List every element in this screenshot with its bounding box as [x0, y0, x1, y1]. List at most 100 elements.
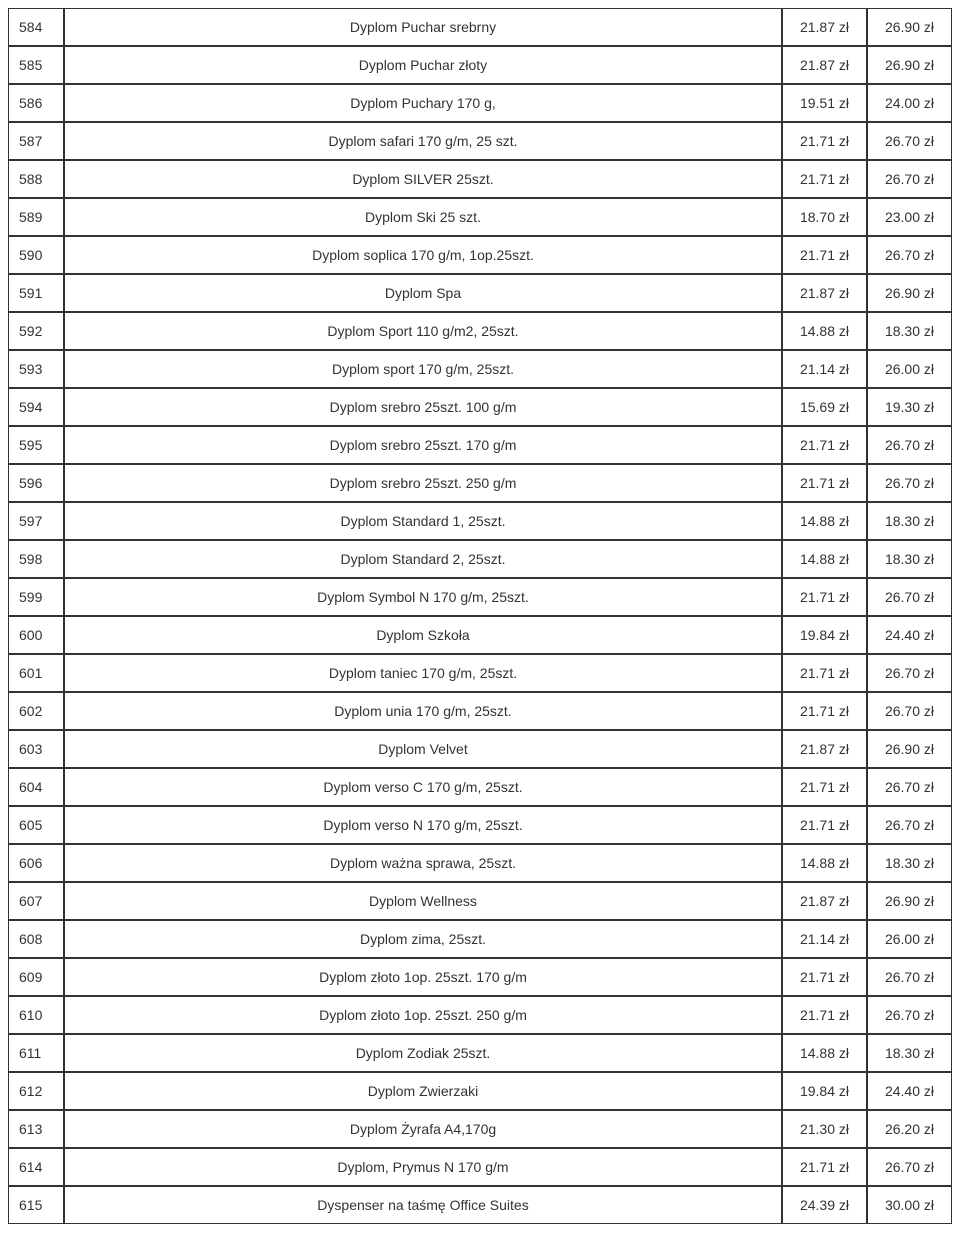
cell-price1: 21.87 zł — [782, 730, 867, 768]
cell-price2: 26.70 zł — [867, 996, 952, 1034]
table-row: 597Dyplom Standard 1, 25szt.14.88 zł18.3… — [8, 502, 952, 540]
cell-price2: 26.70 zł — [867, 160, 952, 198]
cell-id: 584 — [8, 8, 64, 46]
cell-id: 608 — [8, 920, 64, 958]
cell-name: Dyplom SILVER 25szt. — [64, 160, 782, 198]
cell-price2: 26.70 zł — [867, 122, 952, 160]
cell-price2: 24.40 zł — [867, 616, 952, 654]
table-row: 592Dyplom Sport 110 g/m2, 25szt.14.88 zł… — [8, 312, 952, 350]
cell-price2: 26.90 zł — [867, 8, 952, 46]
cell-price1: 19.84 zł — [782, 1072, 867, 1110]
cell-id: 604 — [8, 768, 64, 806]
cell-id: 591 — [8, 274, 64, 312]
cell-id: 595 — [8, 426, 64, 464]
table-row: 609Dyplom złoto 1op. 25szt. 170 g/m21.71… — [8, 958, 952, 996]
cell-name: Dyplom soplica 170 g/m, 1op.25szt. — [64, 236, 782, 274]
cell-id: 587 — [8, 122, 64, 160]
cell-price2: 26.70 zł — [867, 768, 952, 806]
cell-price2: 26.00 zł — [867, 920, 952, 958]
cell-price2: 19.30 zł — [867, 388, 952, 426]
cell-price1: 14.88 zł — [782, 1034, 867, 1072]
cell-price1: 21.71 zł — [782, 1148, 867, 1186]
cell-id: 586 — [8, 84, 64, 122]
cell-price2: 26.70 zł — [867, 236, 952, 274]
cell-price2: 26.90 zł — [867, 882, 952, 920]
cell-price1: 15.69 zł — [782, 388, 867, 426]
table-row: 611Dyplom Zodiak 25szt.14.88 zł18.30 zł — [8, 1034, 952, 1072]
cell-name: Dyspenser na taśmę Office Suites — [64, 1186, 782, 1224]
table-row: 588Dyplom SILVER 25szt.21.71 zł26.70 zł — [8, 160, 952, 198]
cell-id: 611 — [8, 1034, 64, 1072]
cell-name: Dyplom ważna sprawa, 25szt. — [64, 844, 782, 882]
table-row: 594Dyplom srebro 25szt. 100 g/m15.69 zł1… — [8, 388, 952, 426]
table-row: 585Dyplom Puchar złoty21.87 zł26.90 zł — [8, 46, 952, 84]
cell-price1: 19.84 zł — [782, 616, 867, 654]
table-row: 608Dyplom zima, 25szt.21.14 zł26.00 zł — [8, 920, 952, 958]
price-table: 584Dyplom Puchar srebrny21.87 zł26.90 zł… — [8, 8, 952, 1224]
cell-price1: 21.71 zł — [782, 806, 867, 844]
cell-price2: 26.70 zł — [867, 692, 952, 730]
cell-name: Dyplom złoto 1op. 25szt. 170 g/m — [64, 958, 782, 996]
table-row: 607Dyplom Wellness21.87 zł26.90 zł — [8, 882, 952, 920]
cell-price1: 14.88 zł — [782, 502, 867, 540]
table-row: 605Dyplom verso N 170 g/m, 25szt.21.71 z… — [8, 806, 952, 844]
cell-id: 613 — [8, 1110, 64, 1148]
table-row: 600Dyplom Szkoła19.84 zł24.40 zł — [8, 616, 952, 654]
table-row: 602Dyplom unia 170 g/m, 25szt.21.71 zł26… — [8, 692, 952, 730]
table-row: 587Dyplom safari 170 g/m, 25 szt.21.71 z… — [8, 122, 952, 160]
table-row: 615Dyspenser na taśmę Office Suites24.39… — [8, 1186, 952, 1224]
cell-id: 593 — [8, 350, 64, 388]
cell-price2: 18.30 zł — [867, 1034, 952, 1072]
cell-price1: 24.39 zł — [782, 1186, 867, 1224]
cell-name: Dyplom Standard 1, 25szt. — [64, 502, 782, 540]
table-row: 590Dyplom soplica 170 g/m, 1op.25szt.21.… — [8, 236, 952, 274]
cell-price1: 21.30 zł — [782, 1110, 867, 1148]
cell-name: Dyplom złoto 1op. 25szt. 250 g/m — [64, 996, 782, 1034]
cell-id: 612 — [8, 1072, 64, 1110]
cell-name: Dyplom Velvet — [64, 730, 782, 768]
cell-price2: 26.90 zł — [867, 730, 952, 768]
cell-price2: 26.70 zł — [867, 958, 952, 996]
cell-price1: 21.71 zł — [782, 122, 867, 160]
cell-name: Dyplom Sport 110 g/m2, 25szt. — [64, 312, 782, 350]
cell-name: Dyplom srebro 25szt. 100 g/m — [64, 388, 782, 426]
cell-name: Dyplom unia 170 g/m, 25szt. — [64, 692, 782, 730]
cell-id: 599 — [8, 578, 64, 616]
cell-price1: 18.70 zł — [782, 198, 867, 236]
table-row: 586Dyplom Puchary 170 g,19.51 zł24.00 zł — [8, 84, 952, 122]
cell-id: 592 — [8, 312, 64, 350]
cell-price1: 14.88 zł — [782, 844, 867, 882]
cell-name: Dyplom Puchar złoty — [64, 46, 782, 84]
table-row: 603Dyplom Velvet21.87 zł26.90 zł — [8, 730, 952, 768]
cell-name: Dyplom Standard 2, 25szt. — [64, 540, 782, 578]
cell-price1: 21.71 zł — [782, 464, 867, 502]
table-row: 613Dyplom Żyrafa A4,170g21.30 zł26.20 zł — [8, 1110, 952, 1148]
cell-id: 610 — [8, 996, 64, 1034]
cell-name: Dyplom safari 170 g/m, 25 szt. — [64, 122, 782, 160]
cell-id: 594 — [8, 388, 64, 426]
cell-name: Dyplom, Prymus N 170 g/m — [64, 1148, 782, 1186]
cell-id: 606 — [8, 844, 64, 882]
cell-id: 605 — [8, 806, 64, 844]
cell-price2: 23.00 zł — [867, 198, 952, 236]
cell-name: Dyplom verso N 170 g/m, 25szt. — [64, 806, 782, 844]
cell-id: 614 — [8, 1148, 64, 1186]
cell-name: Dyplom sport 170 g/m, 25szt. — [64, 350, 782, 388]
cell-price2: 18.30 zł — [867, 312, 952, 350]
cell-name: Dyplom Szkoła — [64, 616, 782, 654]
cell-price2: 24.40 zł — [867, 1072, 952, 1110]
cell-price1: 21.71 zł — [782, 578, 867, 616]
table-row: 601Dyplom taniec 170 g/m, 25szt.21.71 zł… — [8, 654, 952, 692]
price-table-body: 584Dyplom Puchar srebrny21.87 zł26.90 zł… — [8, 8, 952, 1224]
cell-id: 607 — [8, 882, 64, 920]
table-row: 612Dyplom Zwierzaki19.84 zł24.40 zł — [8, 1072, 952, 1110]
cell-id: 601 — [8, 654, 64, 692]
table-row: 599Dyplom Symbol N 170 g/m, 25szt.21.71 … — [8, 578, 952, 616]
cell-price2: 26.00 zł — [867, 350, 952, 388]
cell-price1: 21.71 zł — [782, 692, 867, 730]
cell-price2: 18.30 zł — [867, 844, 952, 882]
cell-price2: 26.90 zł — [867, 274, 952, 312]
table-row: 591Dyplom Spa21.87 zł26.90 zł — [8, 274, 952, 312]
cell-id: 588 — [8, 160, 64, 198]
cell-price1: 21.71 zł — [782, 160, 867, 198]
